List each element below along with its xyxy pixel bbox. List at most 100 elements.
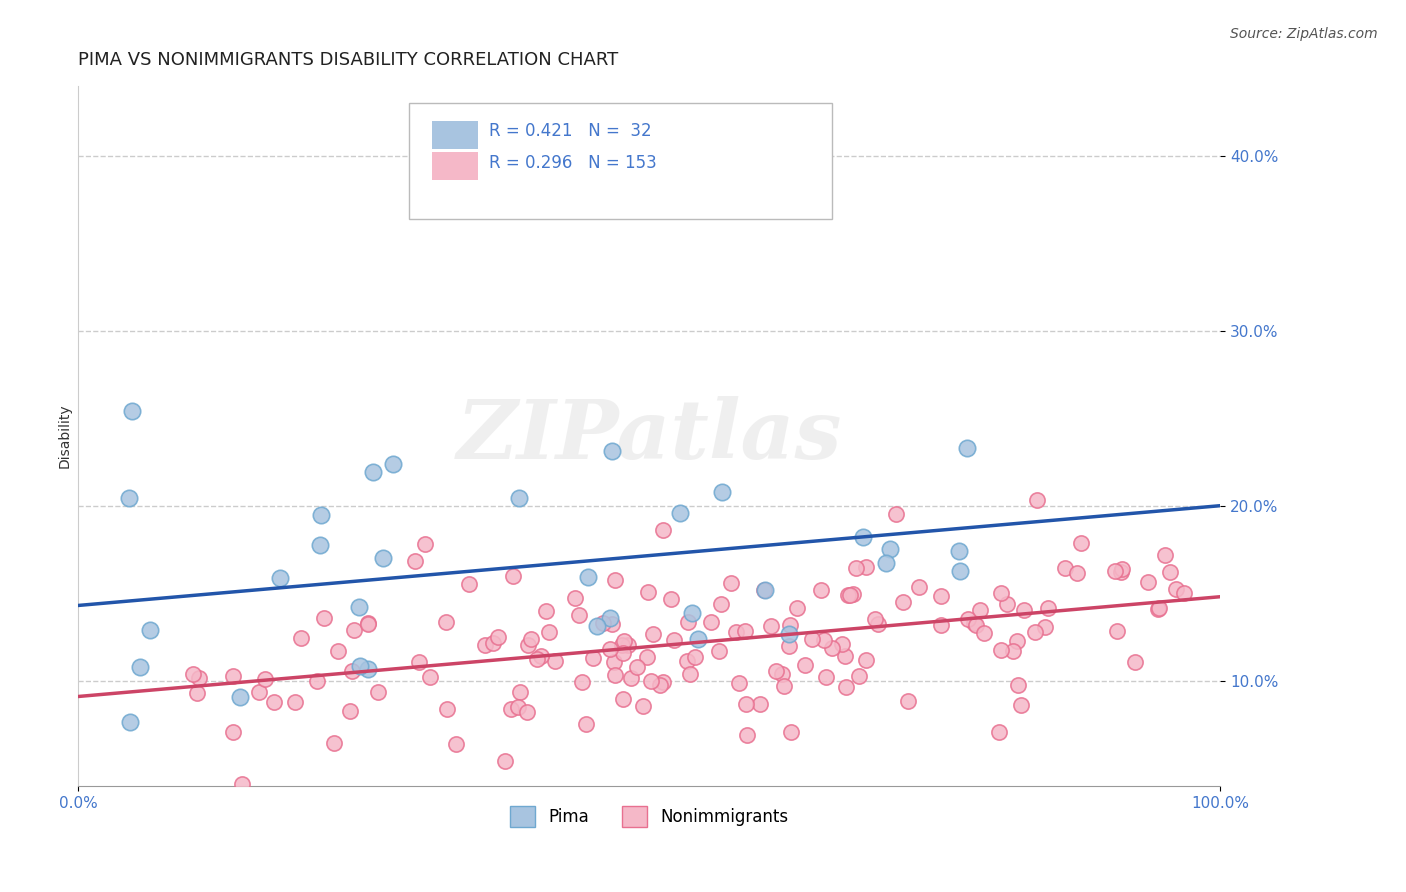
Point [188, 671, 211, 685]
Point [339, 704, 361, 718]
Point [1066, 566, 1088, 580]
Point [499, 701, 522, 715]
Point [683, 649, 706, 664]
Point [752, 582, 775, 597]
Point [600, 443, 623, 458]
Point [575, 716, 598, 731]
Point [1053, 560, 1076, 574]
Point [305, 673, 328, 688]
Point [530, 649, 553, 664]
Point [1010, 698, 1032, 712]
Point [600, 617, 623, 632]
Point [603, 655, 626, 669]
Point [222, 725, 245, 739]
Point [138, 623, 160, 637]
Point [779, 724, 801, 739]
Point [482, 635, 505, 649]
Point [457, 577, 479, 591]
Point [284, 695, 307, 709]
Point [956, 442, 979, 456]
Point [361, 466, 384, 480]
Point [517, 638, 540, 652]
Point [434, 615, 457, 629]
Point [613, 633, 636, 648]
Point [1002, 643, 1025, 657]
Point [734, 624, 756, 639]
Point [749, 697, 772, 711]
Point [1024, 624, 1046, 639]
Point [568, 608, 591, 623]
Point [1147, 601, 1170, 615]
Point [222, 669, 245, 683]
Point [669, 506, 692, 520]
Point [868, 617, 890, 632]
Point [831, 637, 853, 651]
Point [710, 484, 733, 499]
Point [879, 541, 901, 556]
Point [309, 508, 332, 522]
Point [651, 675, 673, 690]
Point [129, 660, 152, 674]
Point [855, 652, 877, 666]
Point [404, 553, 426, 567]
Point [1104, 564, 1126, 578]
Point [643, 627, 665, 641]
Point [679, 666, 702, 681]
Point [835, 681, 858, 695]
Text: R = 0.296   N = 153: R = 0.296 N = 153 [489, 153, 657, 171]
Point [231, 777, 253, 791]
FancyBboxPatch shape [432, 152, 478, 180]
Point [263, 695, 285, 709]
Point [990, 586, 1012, 600]
Point [408, 655, 430, 669]
Point [1173, 586, 1195, 600]
Point [269, 571, 291, 585]
Point [772, 679, 794, 693]
Point [1123, 655, 1146, 669]
Point [735, 728, 758, 742]
FancyBboxPatch shape [409, 103, 832, 219]
Point [814, 671, 837, 685]
Point [571, 675, 593, 690]
Text: ZIPatlas: ZIPatlas [457, 396, 842, 475]
Point [1166, 582, 1188, 596]
Point [582, 651, 605, 665]
Point [502, 569, 524, 583]
Point [1007, 633, 1029, 648]
Point [616, 638, 638, 652]
Text: PIMA VS NONIMMIGRANTS DISABILITY CORRELATION CHART: PIMA VS NONIMMIGRANTS DISABILITY CORRELA… [79, 51, 619, 69]
Point [678, 615, 700, 629]
Point [988, 725, 1011, 739]
Point [1036, 601, 1059, 615]
Point [845, 561, 868, 575]
Point [436, 702, 458, 716]
Point [837, 589, 859, 603]
Point [897, 694, 920, 708]
Y-axis label: Disability: Disability [58, 403, 72, 468]
Point [841, 587, 863, 601]
Point [681, 606, 703, 620]
Point [1033, 620, 1056, 634]
Point [813, 633, 835, 648]
Point [605, 668, 627, 682]
Point [312, 611, 335, 625]
Point [347, 600, 370, 615]
FancyBboxPatch shape [432, 120, 478, 149]
Point [308, 538, 330, 552]
Point [855, 560, 877, 574]
Point [508, 491, 530, 506]
Point [662, 633, 685, 648]
Point [610, 638, 633, 652]
Point [474, 638, 496, 652]
Point [599, 611, 621, 625]
Point [929, 618, 952, 632]
Point [343, 624, 366, 638]
Point [357, 662, 380, 676]
Point [599, 641, 621, 656]
Point [948, 544, 970, 558]
Point [121, 403, 143, 417]
Point [963, 616, 986, 631]
Point [536, 604, 558, 618]
Point [367, 684, 389, 698]
Point [949, 565, 972, 579]
